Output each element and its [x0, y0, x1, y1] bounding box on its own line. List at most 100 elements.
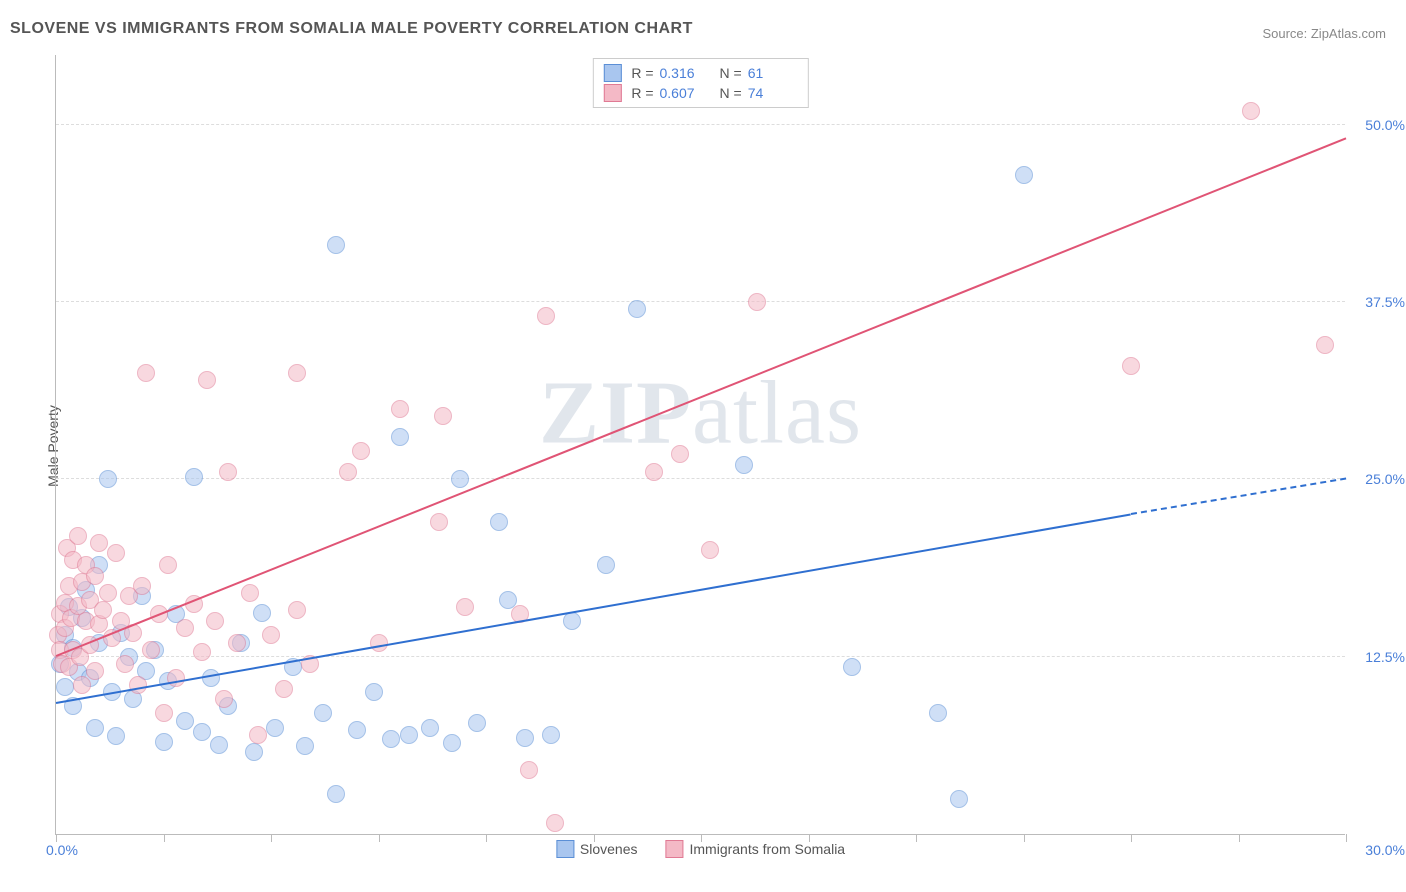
x-tick	[379, 834, 380, 842]
data-point	[296, 737, 314, 755]
data-point	[275, 680, 293, 698]
data-point	[129, 676, 147, 694]
trendline	[56, 137, 1347, 656]
data-point	[107, 544, 125, 562]
data-point	[90, 534, 108, 552]
data-point	[400, 726, 418, 744]
swatch-series-2	[666, 840, 684, 858]
data-point	[382, 730, 400, 748]
gridline-h	[56, 478, 1345, 479]
data-point	[546, 814, 564, 832]
legend-item-2: Immigrants from Somalia	[666, 840, 846, 858]
legend-label-1: Slovenes	[580, 841, 638, 857]
data-point	[266, 719, 284, 737]
watermark-light: atlas	[692, 364, 862, 463]
data-point	[314, 704, 332, 722]
data-point	[202, 669, 220, 687]
x-axis-origin-label: 0.0%	[46, 842, 78, 858]
data-point	[434, 407, 452, 425]
legend-row-series-1: R = 0.316 N = 61	[603, 63, 797, 83]
data-point	[1242, 102, 1260, 120]
chart-title: SLOVENE VS IMMIGRANTS FROM SOMALIA MALE …	[10, 20, 693, 38]
data-point	[73, 676, 91, 694]
data-point	[241, 584, 259, 602]
data-point	[1122, 357, 1140, 375]
data-point	[735, 456, 753, 474]
x-tick	[1346, 834, 1347, 842]
y-tick-label: 50.0%	[1365, 117, 1405, 133]
x-tick	[1131, 834, 1132, 842]
data-point	[206, 612, 224, 630]
legend-r-label: R =	[631, 85, 653, 101]
data-point	[748, 293, 766, 311]
data-point	[228, 634, 246, 652]
gridline-h	[56, 656, 1345, 657]
data-point	[193, 723, 211, 741]
data-point	[133, 577, 151, 595]
data-point	[516, 729, 534, 747]
data-point	[327, 236, 345, 254]
data-point	[520, 761, 538, 779]
x-tick	[701, 834, 702, 842]
chart-container: SLOVENE VS IMMIGRANTS FROM SOMALIA MALE …	[0, 0, 1406, 892]
legend-n-label: N =	[720, 85, 742, 101]
trendline	[1131, 477, 1346, 514]
data-point	[542, 726, 560, 744]
data-point	[370, 634, 388, 652]
data-point	[137, 364, 155, 382]
data-point	[456, 598, 474, 616]
data-point	[176, 619, 194, 637]
data-point	[597, 556, 615, 574]
data-point	[142, 641, 160, 659]
legend-r-value-1: 0.316	[660, 65, 710, 81]
data-point	[99, 470, 117, 488]
data-point	[1316, 336, 1334, 354]
x-tick	[916, 834, 917, 842]
data-point	[671, 445, 689, 463]
series-legend: Slovenes Immigrants from Somalia	[556, 840, 845, 858]
data-point	[701, 541, 719, 559]
swatch-series-1	[556, 840, 574, 858]
data-point	[537, 307, 555, 325]
data-point	[86, 567, 104, 585]
legend-item-1: Slovenes	[556, 840, 638, 858]
data-point	[950, 790, 968, 808]
x-tick	[1024, 834, 1025, 842]
data-point	[645, 463, 663, 481]
data-point	[86, 662, 104, 680]
legend-row-series-2: R = 0.607 N = 74	[603, 83, 797, 103]
data-point	[843, 658, 861, 676]
y-tick-label: 37.5%	[1365, 294, 1405, 310]
legend-r-label: R =	[631, 65, 653, 81]
x-tick	[56, 834, 57, 842]
swatch-series-1	[603, 64, 621, 82]
data-point	[421, 719, 439, 737]
data-point	[288, 601, 306, 619]
data-point	[327, 785, 345, 803]
data-point	[253, 604, 271, 622]
gridline-h	[56, 301, 1345, 302]
data-point	[94, 601, 112, 619]
x-tick	[594, 834, 595, 842]
data-point	[215, 690, 233, 708]
data-point	[288, 364, 306, 382]
data-point	[628, 300, 646, 318]
data-point	[86, 719, 104, 737]
data-point	[430, 513, 448, 531]
data-point	[176, 712, 194, 730]
y-tick-label: 12.5%	[1365, 649, 1405, 665]
data-point	[339, 463, 357, 481]
data-point	[210, 736, 228, 754]
legend-n-value-1: 61	[748, 65, 798, 81]
data-point	[185, 468, 203, 486]
data-point	[468, 714, 486, 732]
x-axis-max-label: 30.0%	[1365, 842, 1405, 858]
data-point	[107, 727, 125, 745]
source-attribution: Source: ZipAtlas.com	[1262, 26, 1386, 41]
data-point	[1015, 166, 1033, 184]
data-point	[56, 678, 74, 696]
watermark-bold: ZIP	[539, 364, 692, 463]
data-point	[219, 463, 237, 481]
data-point	[490, 513, 508, 531]
data-point	[69, 527, 87, 545]
